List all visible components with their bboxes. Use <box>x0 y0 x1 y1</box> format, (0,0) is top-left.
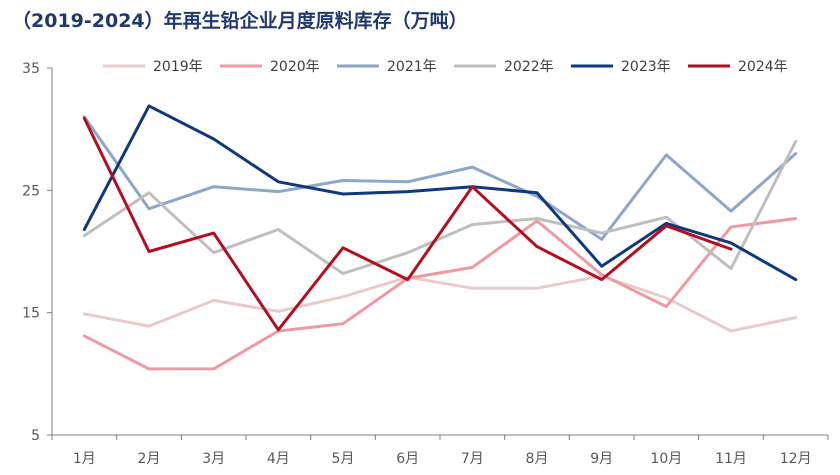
chart-title: （2019-2024）年再生铅企业月度原料库存（万吨） <box>12 10 468 32</box>
legend-label: 2020年 <box>270 59 320 75</box>
legend-label: 2023年 <box>621 59 671 75</box>
x-tick-label: 9月 <box>590 451 613 467</box>
legend-label: 2024年 <box>738 59 788 75</box>
y-tick-label: 15 <box>22 306 40 322</box>
series-line-2019年 <box>82 274 798 333</box>
x-tick-label: 8月 <box>526 451 549 467</box>
x-tick-label: 5月 <box>332 451 355 467</box>
legend-label: 2021年 <box>387 59 437 75</box>
x-tick-label: 6月 <box>396 451 419 467</box>
x-tick-label: 3月 <box>202 451 225 467</box>
x-tick-label: 4月 <box>267 451 290 467</box>
x-tick-label: 11月 <box>715 451 747 467</box>
y-tick-label: 35 <box>22 61 40 77</box>
x-tick-label: 1月 <box>73 451 96 467</box>
x-tick-label: 10月 <box>650 451 682 467</box>
legend-label: 2019年 <box>153 59 203 75</box>
series-line-2022年 <box>82 139 798 275</box>
series-line-2024年 <box>82 116 733 332</box>
series-line-2023年 <box>82 104 798 282</box>
x-tick-label: 2月 <box>138 451 161 467</box>
y-tick-label: 5 <box>31 428 40 444</box>
x-tick-label: 12月 <box>780 451 812 467</box>
series-line-2021年 <box>82 115 798 241</box>
x-tick-label: 7月 <box>461 451 484 467</box>
legend-label: 2022年 <box>504 59 554 75</box>
y-tick-label: 25 <box>22 183 40 199</box>
series-line-2020年 <box>82 217 798 371</box>
